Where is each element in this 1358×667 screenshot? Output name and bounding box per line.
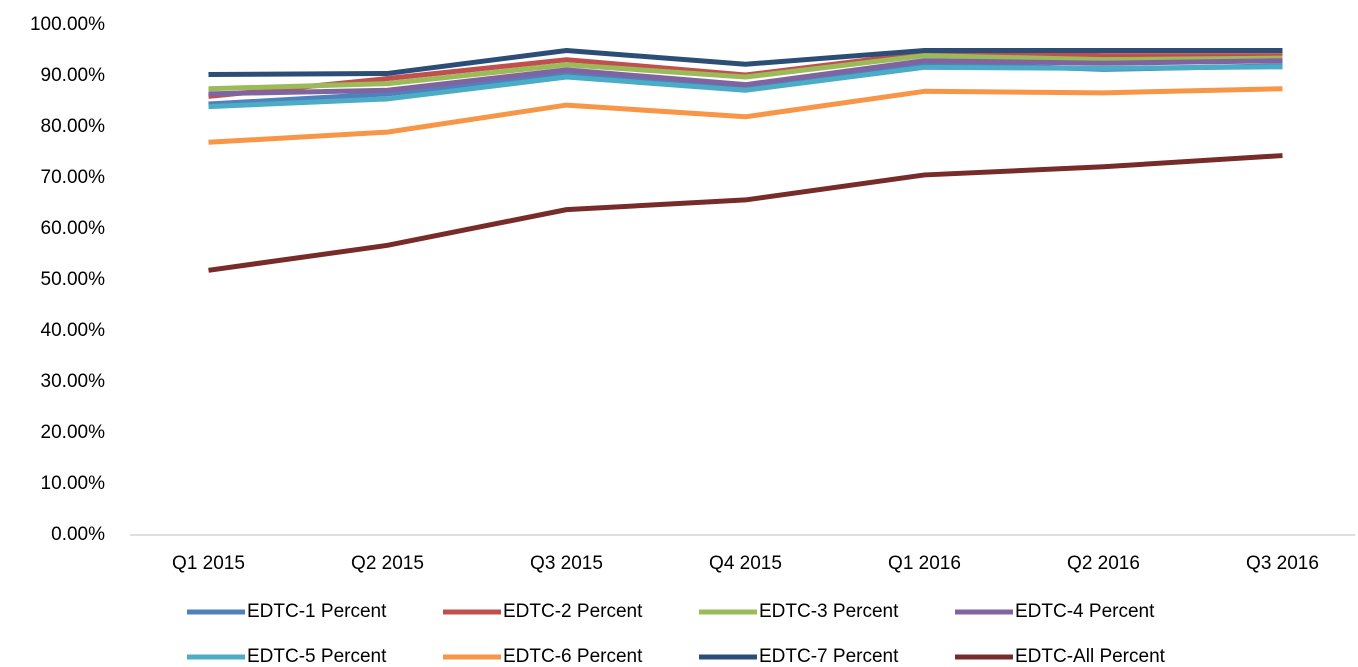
x-tick-label: Q1 2016: [888, 553, 961, 574]
x-tick-label: Q3 2016: [1246, 553, 1319, 574]
y-tick-label: 80.00%: [41, 116, 106, 137]
series-line: [208, 86, 1283, 145]
x-tick-label: Q4 2015: [709, 553, 782, 574]
y-tick-label: 30.00%: [41, 371, 106, 392]
y-tick-label: 0.00%: [51, 524, 105, 545]
y-tick-label: 60.00%: [41, 218, 106, 239]
series-line: [208, 53, 1283, 92]
y-tick-label: 50.00%: [41, 269, 106, 290]
legend-label: EDTC-1 Percent: [247, 601, 387, 622]
legend-label: EDTC-2 Percent: [503, 601, 643, 622]
y-tick-label: 40.00%: [41, 320, 106, 341]
y-tick-label: 90.00%: [41, 65, 106, 86]
y-tick-label: 70.00%: [41, 167, 106, 188]
legend-label: EDTC-4 Percent: [1015, 601, 1155, 622]
series-line: [208, 153, 1283, 273]
y-tick-label: 20.00%: [41, 422, 106, 443]
legend-label: EDTC-All Percent: [1015, 646, 1166, 667]
x-tick-label: Q2 2015: [351, 553, 424, 574]
series-line: [208, 64, 1283, 110]
legend-label: EDTC-5 Percent: [247, 646, 387, 667]
legend-label: EDTC-7 Percent: [759, 646, 899, 667]
x-tick-label: Q1 2015: [172, 553, 245, 574]
x-tick-label: Q3 2015: [530, 553, 603, 574]
x-tick-label: Q2 2016: [1067, 553, 1140, 574]
y-tick-label: 100.00%: [30, 14, 105, 35]
legend-label: EDTC-6 Percent: [503, 646, 643, 667]
series-line: [208, 58, 1283, 97]
legend-label: EDTC-3 Percent: [759, 601, 899, 622]
series-line: [208, 48, 1283, 77]
y-tick-label: 10.00%: [41, 473, 106, 494]
